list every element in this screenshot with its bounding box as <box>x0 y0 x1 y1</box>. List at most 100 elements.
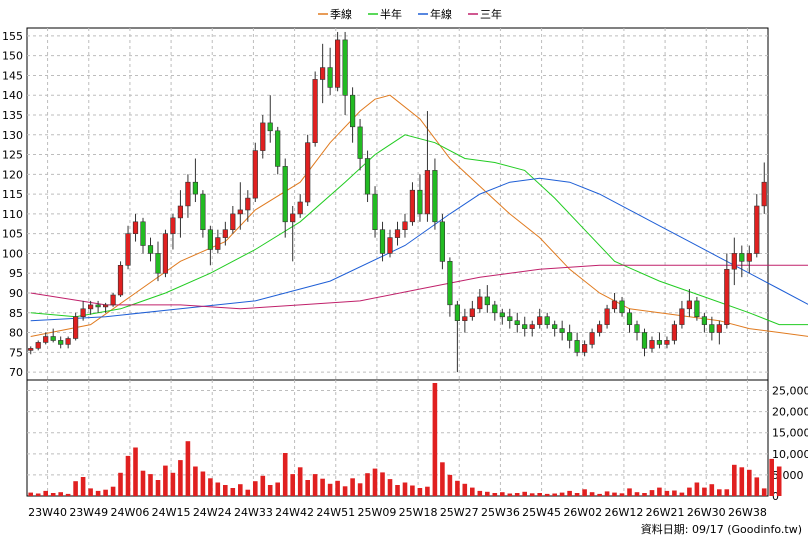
candle <box>222 221 228 246</box>
volume-bar <box>462 483 468 496</box>
volume-bar <box>133 447 138 496</box>
price-tick-label: 130 <box>2 129 23 142</box>
candle-body <box>185 181 191 207</box>
volume-bar <box>103 489 108 496</box>
candle-body <box>170 217 176 234</box>
candle <box>484 285 490 313</box>
volume-bar <box>747 469 752 496</box>
volume-tick-label: 25,000 <box>772 385 808 398</box>
candle-body <box>267 122 273 132</box>
candle-body <box>110 294 116 306</box>
candle-body <box>177 205 184 219</box>
volume-bar <box>65 493 71 496</box>
volume-bar <box>410 485 415 496</box>
volume-bar <box>185 441 191 496</box>
candle <box>334 31 341 92</box>
candle <box>125 225 131 270</box>
candle-body <box>522 324 528 329</box>
price-tick-label: 95 <box>9 267 23 280</box>
volume-bar <box>432 383 438 496</box>
volume-bar <box>589 492 595 496</box>
candle-body <box>604 308 610 325</box>
candle-body <box>634 324 640 333</box>
candle <box>424 111 431 222</box>
candle <box>215 229 221 254</box>
volume-bar <box>619 493 625 496</box>
candle-body <box>499 312 505 318</box>
candle <box>43 332 49 345</box>
candle <box>641 328 648 357</box>
candle-body <box>514 320 520 326</box>
candle-body <box>58 340 64 345</box>
candle <box>357 118 363 171</box>
candle <box>177 190 184 238</box>
candle-body <box>469 308 475 317</box>
candle <box>559 320 565 341</box>
candle <box>754 194 760 258</box>
legend-label: 三年 <box>480 7 502 21</box>
candle-body <box>402 221 408 231</box>
candle <box>709 316 715 341</box>
volume-bar <box>485 491 490 496</box>
candle <box>701 312 707 333</box>
candle-body <box>611 300 618 310</box>
candle-body <box>626 312 633 325</box>
candle <box>611 292 618 313</box>
price-tick-label: 100 <box>2 247 23 260</box>
volume-bar <box>125 455 131 496</box>
x-tick-label: 24W33 <box>234 506 273 519</box>
volume-bar <box>761 488 767 496</box>
candle <box>110 292 116 307</box>
volume-bar <box>58 492 63 496</box>
volume-bar <box>477 490 483 496</box>
volume-bar <box>380 472 385 496</box>
candle-body <box>230 213 236 230</box>
candle-body <box>581 344 588 353</box>
candle-body <box>207 229 214 250</box>
candle <box>626 308 633 333</box>
volume-bar <box>776 466 782 496</box>
price-tick-label: 105 <box>2 228 23 241</box>
candle <box>237 182 243 230</box>
candle <box>200 190 206 238</box>
candle-body <box>200 193 206 231</box>
candle-body <box>417 189 423 215</box>
candle-body <box>140 221 146 246</box>
volume-bar <box>155 480 161 496</box>
volume-bars <box>28 383 782 496</box>
volume-bar <box>732 464 737 496</box>
ma-line-年線 <box>30 177 808 322</box>
candle <box>95 300 101 313</box>
volume-tick-label: 10,000 <box>772 448 808 461</box>
candle-body <box>282 166 288 223</box>
volume-bar <box>342 486 348 496</box>
candle <box>162 229 169 278</box>
price-tick-label: 125 <box>2 149 23 162</box>
candle-body <box>147 245 154 254</box>
candle-body <box>252 150 258 199</box>
candle-body <box>379 229 386 254</box>
candle-body <box>589 332 595 345</box>
candle-body <box>372 193 378 231</box>
volume-bar <box>769 458 774 496</box>
candle-body <box>492 304 498 314</box>
volume-bar <box>253 481 258 496</box>
volume-tick-label: 0 <box>772 490 779 503</box>
candle <box>50 328 56 343</box>
candle-body <box>724 268 730 325</box>
volume-bar <box>357 483 363 496</box>
volume-bar <box>522 491 527 496</box>
candle <box>477 289 483 313</box>
ma-line-半年 <box>30 134 808 326</box>
price-tick-label: 85 <box>9 307 23 320</box>
legend: 季線 半年 年線 三年 <box>318 7 502 21</box>
volume-bar <box>492 493 498 496</box>
volume-bar <box>260 475 266 496</box>
x-tick-label: 26W30 <box>687 506 726 519</box>
volume-bar <box>709 484 715 496</box>
x-tick-label: 24W24 <box>193 506 232 519</box>
candle <box>589 328 595 349</box>
volume-bar <box>574 493 580 496</box>
candle-body <box>619 300 625 314</box>
